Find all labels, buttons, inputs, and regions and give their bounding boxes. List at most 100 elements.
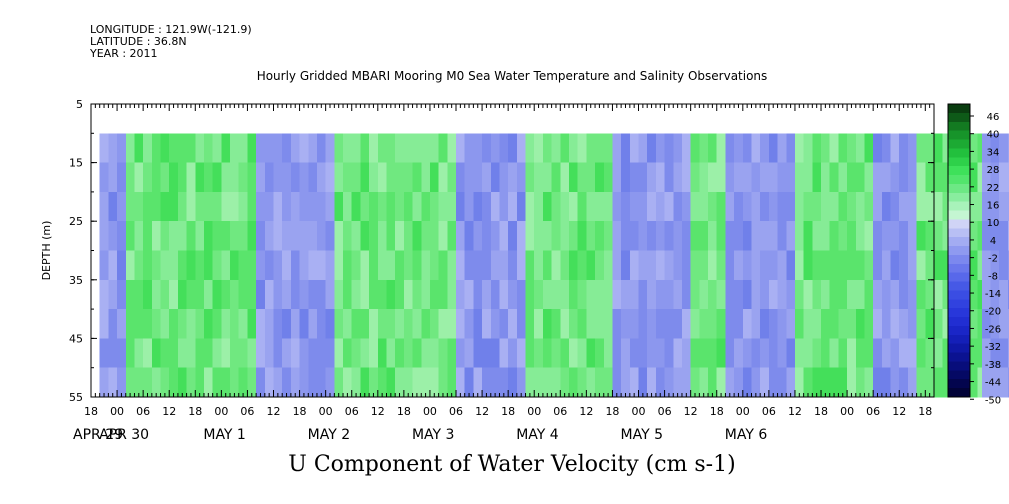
heatmap-cell	[351, 250, 362, 281]
heatmap-cell	[577, 191, 587, 222]
heatmap-cell	[421, 309, 431, 339]
heatmap-cell	[99, 191, 109, 222]
heatmap-cell	[542, 250, 553, 281]
colorbar-swatch	[948, 272, 970, 283]
heatmap-cell	[1007, 191, 1009, 222]
heatmap-cell	[968, 221, 979, 252]
heatmap-cell	[221, 309, 231, 339]
heatmap-cell	[429, 309, 440, 339]
heatmap-cell	[560, 221, 570, 252]
heatmap-cell	[360, 367, 370, 398]
heatmap-cell	[516, 279, 527, 310]
heatmap-cell	[516, 309, 527, 339]
colorbar-swatch	[948, 343, 970, 354]
heatmap-cell	[899, 279, 909, 310]
heatmap-cell	[794, 133, 805, 164]
x-tick-label: 18	[397, 405, 411, 418]
heatmap-cell	[456, 309, 466, 339]
heatmap-cell	[881, 221, 892, 252]
heatmap-cell	[725, 309, 735, 339]
heatmap-cell	[577, 221, 587, 252]
heatmap-cell	[108, 191, 118, 222]
heatmap-cell	[821, 279, 831, 310]
colorbar-swatch	[948, 254, 970, 265]
heatmap-cell	[264, 279, 275, 310]
colorbar-swatch	[948, 334, 970, 345]
heatmap-cell	[125, 162, 136, 193]
heatmap-cell	[768, 191, 779, 222]
heatmap-cell	[482, 162, 492, 193]
heatmap-cell	[803, 367, 813, 398]
colorbar-swatch	[948, 175, 970, 185]
heatmap-cell	[794, 191, 805, 222]
heatmap-cell	[981, 338, 992, 369]
heatmap-cell	[586, 250, 596, 281]
heatmap-cell	[325, 309, 335, 339]
heatmap-cell	[586, 133, 596, 164]
heatmap-cell	[899, 133, 909, 164]
colorbar-swatch	[948, 237, 970, 247]
heatmap-cell	[499, 309, 509, 339]
heatmap-cell	[777, 367, 787, 398]
heatmap-cell	[638, 279, 648, 310]
heatmap-cell	[429, 250, 440, 281]
heatmap-cell	[186, 221, 196, 252]
heatmap-cell	[360, 221, 370, 252]
heatmap-cell	[977, 338, 983, 369]
heatmap-cell	[603, 338, 614, 369]
heatmap-cell	[264, 367, 275, 398]
heatmap-cell	[612, 338, 622, 369]
heatmap-cell	[899, 309, 909, 339]
heatmap-cell	[716, 309, 727, 339]
heatmap-cell	[560, 309, 570, 339]
heatmap-cell	[681, 133, 692, 164]
heatmap-cell	[169, 338, 179, 369]
heatmap-cell	[803, 250, 813, 281]
heatmap-cell	[343, 338, 353, 369]
heatmap-cell	[873, 279, 883, 310]
heatmap-cell	[273, 162, 283, 193]
heatmap-cell	[968, 133, 979, 164]
heatmap-cell	[838, 162, 848, 193]
heatmap-cell	[847, 279, 857, 310]
heatmap-cell	[1007, 221, 1009, 252]
heatmap-cell	[360, 279, 370, 310]
heatmap-cell	[838, 191, 848, 222]
heatmap-cell	[873, 250, 883, 281]
heatmap-cell	[690, 250, 700, 281]
heatmap-cell	[690, 338, 700, 369]
heatmap-cell	[151, 133, 162, 164]
heatmap-cell	[117, 367, 127, 398]
heatmap-cell	[429, 221, 440, 252]
depth-axis-label: DEPTH (m)	[40, 221, 53, 281]
heatmap-cell	[586, 338, 596, 369]
latitude-label: LATITUDE : 36.8N	[90, 35, 187, 48]
heatmap-cell	[1007, 133, 1009, 164]
heatmap-cell	[942, 338, 952, 369]
heatmap-cell	[655, 367, 666, 398]
heatmap-cell	[290, 133, 301, 164]
heatmap-cell	[212, 221, 222, 252]
heatmap-cell	[621, 367, 631, 398]
heatmap-cell	[673, 279, 683, 310]
heatmap-cell	[117, 191, 127, 222]
heatmap-cell	[812, 279, 822, 310]
heatmap-cell	[134, 162, 144, 193]
heatmap-cell	[525, 250, 535, 281]
x-tick-label: 18	[188, 405, 202, 418]
colorbar-frame	[947, 103, 971, 398]
heatmap-cell	[786, 367, 796, 398]
heatmap-cell	[934, 309, 944, 339]
heatmap-cell	[916, 309, 926, 339]
x-tick-label: 06	[762, 405, 776, 418]
heatmap-cell	[881, 338, 892, 369]
heatmap-cell	[821, 221, 831, 252]
heatmap-cell	[734, 309, 744, 339]
heatmap-cell	[855, 221, 866, 252]
heatmap-cell	[681, 309, 692, 339]
heatmap-cell	[377, 133, 388, 164]
heatmap-cell	[151, 309, 162, 339]
heatmap-cell	[273, 221, 283, 252]
heatmap-cell	[177, 250, 188, 281]
heatmap-cell	[708, 338, 718, 369]
